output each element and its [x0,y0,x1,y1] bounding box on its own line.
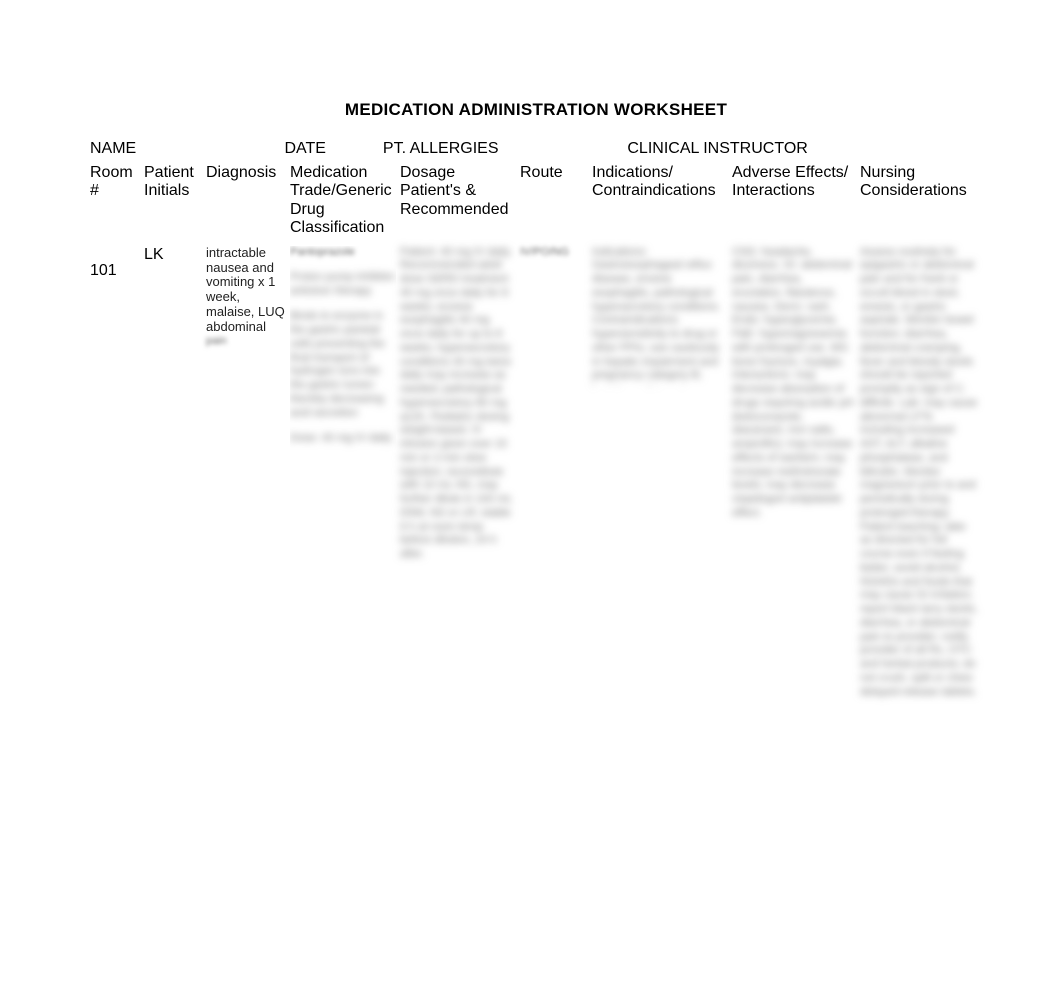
col-header-diagnosis: Diagnosis [206,162,290,244]
meta-name-label: NAME [90,140,280,158]
dosage-blur: Patient: 40 mg IV daily. Recommended adu… [400,246,516,726]
cell-route: IV/PO/NG [520,244,592,728]
diagnosis-blur: pain [206,335,286,348]
col-header-nursing: Nursing Considerations [860,162,982,244]
route-blur: IV/PO/NG [520,246,588,259]
nursing-blur: Assess routinely for epigastric or abdom… [860,246,978,726]
cell-indications: Indications: Gastroesophageal reflux dis… [592,244,732,728]
cell-medication: Pantoprazole Proton pump inhibitor antiu… [290,244,400,728]
col-header-dosage: Dosage Patient's & Recommended [400,162,520,244]
cell-room: 101 [90,244,144,728]
cell-diagnosis: intractable nausea and vomiting x 1 week… [206,244,290,728]
col-header-indications: Indications/ Contraindications [592,162,732,244]
col-header-medication: Medication Trade/Generic Drug Classifica… [290,162,400,244]
col-header-adverse: Adverse Effects/ Interactions [732,162,860,244]
table-header-row: Room # Patient Initials Diagnosis Medica… [90,162,982,244]
worksheet-table: Room # Patient Initials Diagnosis Medica… [90,162,982,728]
diagnosis-text: intractable nausea and vomiting x 1 week… [206,246,286,336]
meta-instructor-label: CLINICAL INSTRUCTOR [627,140,807,158]
med-dose-blur: Dose: 40 mg IV daily [290,432,396,446]
med-mech-blur: Binds to enzyme in the gastric parietal … [290,310,396,420]
meta-row: NAME DATE PT. ALLERGIES CLINICAL INSTRUC… [90,140,982,158]
cell-initials: LK [144,244,206,728]
med-class-blur: Proton pump inhibitor antiulcer therapy [290,271,396,299]
table-row: 101 LK intractable nausea and vomiting x… [90,244,982,728]
cell-dosage: Patient: 40 mg IV daily. Recommended adu… [400,244,520,728]
cell-adverse: CNS: headache, dizziness. GI: abdominal … [732,244,860,728]
meta-date-label: DATE [284,140,378,158]
page-title: MEDICATION ADMINISTRATION WORKSHEET [90,100,982,120]
col-header-initials: Patient Initials [144,162,206,244]
med-name-blur: Pantoprazole [290,246,396,259]
meta-allergies-label: PT. ALLERGIES [383,140,623,158]
col-header-room: Room # [90,162,144,244]
indications-blur: Indications: Gastroesophageal reflux dis… [592,246,728,386]
cell-nursing: Assess routinely for epigastric or abdom… [860,244,982,728]
adverse-blur: CNS: headache, dizziness. GI: abdominal … [732,246,856,656]
col-header-route: Route [520,162,592,244]
